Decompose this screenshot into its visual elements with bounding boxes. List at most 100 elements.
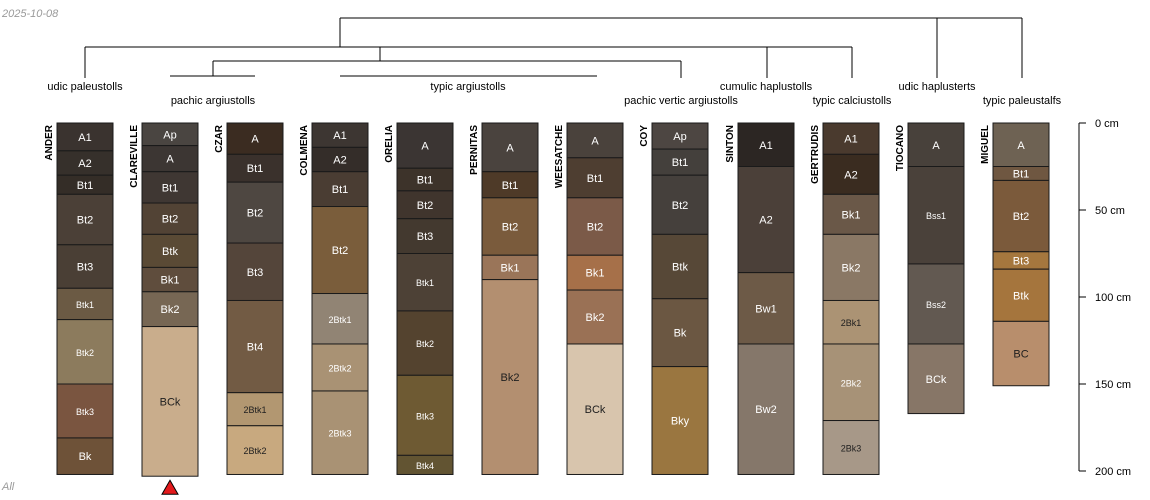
horizon-bt1 (481, 171, 539, 199)
horizon-label: Bt2 (332, 245, 349, 257)
horizon-label: Bk1 (161, 275, 180, 287)
horizon-a (566, 122, 624, 159)
horizon-label: Bt1 (502, 180, 519, 192)
horizon-label: A (421, 141, 429, 153)
horizon-a (141, 145, 199, 173)
horizon-label: Btk (672, 262, 688, 274)
horizon-label: Ap (673, 131, 686, 143)
axis-tick-label: 150 cm (1095, 379, 1131, 391)
horizon-label: BC (1013, 349, 1028, 361)
horizon-bt2 (56, 193, 114, 246)
profile-name: ORELIA (384, 125, 395, 163)
horizon-bt2 (481, 197, 539, 256)
profile-name: CLAREVILLE (129, 125, 140, 188)
horizon-label: Bt1 (417, 175, 434, 187)
horizon-label: Btk4 (416, 461, 434, 471)
horizon-label: 2Bk2 (841, 378, 862, 388)
horizon-label: 2Btk1 (328, 315, 351, 325)
profile-weesatche: A Bt1 Bt2 Bk1 Bk2 BCk WEESATCHE (554, 122, 624, 475)
horizon-label: Bk2 (842, 262, 861, 274)
axis-tick-label: 100 cm (1095, 292, 1131, 304)
horizon-label: Bt1 (162, 182, 179, 194)
horizon-label: Bt2 (672, 200, 689, 212)
profile-clareville: Ap A Bt1 Bt2 Btk Bk1 Bk2 BCk CLAREVILLE (129, 122, 199, 477)
horizon-label: A2 (759, 215, 772, 227)
horizon-btk1 (56, 287, 114, 321)
horizon-a (992, 122, 1050, 167)
horizon-bk2 (481, 279, 539, 475)
horizon-a2 (822, 153, 880, 195)
horizon-label: Bt3 (417, 231, 434, 243)
corner-tag: All (2, 481, 15, 493)
horizon-label: Bk (79, 451, 92, 463)
horizon-label: A1 (844, 134, 857, 146)
horizon-label: Bk2 (586, 312, 605, 324)
horizon-a (226, 122, 284, 155)
horizon-label: Bt4 (247, 342, 264, 354)
horizon-label: Bt1 (77, 180, 94, 192)
horizon-label: A2 (333, 155, 346, 167)
horizon-2bk1 (822, 299, 880, 345)
horizon-bck (566, 343, 624, 475)
taxon-label-udic-paleustolls: udic paleustolls (47, 81, 123, 93)
profile-name: PERNITAS (469, 125, 480, 175)
horizon-a1 (737, 122, 795, 167)
horizon-bt1 (311, 171, 369, 208)
horizon-bk1 (141, 266, 199, 293)
horizon-label: Bky (671, 416, 690, 428)
horizon-label: Bk1 (842, 209, 861, 221)
horizon-bck (141, 326, 199, 477)
horizon-ap (651, 122, 709, 150)
horizon-btk (992, 268, 1050, 322)
profile-tiocano: A Bss1 Bss2 BCk TIOCANO (895, 122, 965, 415)
horizon-bt2 (226, 181, 284, 244)
horizon-label: 2Btk1 (243, 405, 266, 415)
horizon-label: Btk (162, 246, 178, 258)
horizon-label: Btk (1013, 290, 1029, 302)
horizon-label: Btk3 (416, 411, 434, 421)
horizon-bt2 (566, 197, 624, 256)
horizon-btk4 (396, 454, 454, 475)
horizon-label: Bt3 (247, 267, 264, 279)
horizon-label: 2Bk1 (841, 318, 862, 328)
horizon-label: Bt1 (587, 173, 604, 185)
horizon-label: Btk2 (416, 339, 434, 349)
horizon-bk1 (566, 254, 624, 291)
horizon-label: BCk (160, 396, 181, 408)
profile-ander: A1 A2 Bt1 Bt2 Bt3 Btk1 Btk2 Btk3 Bk ANDER (44, 122, 114, 475)
horizon-label: Bt1 (1013, 168, 1030, 180)
markers (161, 479, 179, 495)
horizon-bt2 (992, 179, 1050, 253)
taxon-label-typic-calciustolls: typic calciustolls (813, 95, 892, 107)
horizon-label: Bt2 (247, 208, 264, 220)
taxon-label-pachic-vertic-argiustolls: pachic vertic argiustolls (624, 95, 738, 107)
horizon-a2 (56, 150, 114, 176)
date-label: 2025-10-08 (2, 8, 59, 20)
horizon-2btk3 (311, 390, 369, 475)
horizon-label: Btk3 (76, 407, 94, 417)
horizon-bk2 (822, 233, 880, 301)
horizon-btk (651, 233, 709, 300)
horizon-btk (141, 233, 199, 268)
profile-name: CZAR (214, 124, 225, 153)
horizon-label: 2Btk2 (328, 363, 351, 373)
horizon-label: Bt1 (672, 157, 689, 169)
horizon-label: Bt2 (77, 215, 94, 227)
horizon-label: A1 (759, 140, 772, 152)
profile-name: SINTON (725, 125, 736, 163)
axis-tick-label: 50 cm (1095, 205, 1125, 217)
profile-name: ANDER (44, 124, 55, 160)
horizon-label: Btk1 (416, 278, 434, 288)
horizon-label: Bw2 (755, 404, 776, 416)
horizon-btk2 (56, 319, 114, 385)
horizon-bk2 (141, 291, 199, 328)
profile-name: GERTRUDIS (810, 125, 821, 184)
profile-colmena: A1 A2 Bt1 Bt2 2Btk1 2Btk2 2Btk3 COLMENA (299, 122, 369, 475)
horizon-label: A (932, 140, 940, 152)
axis-tick-label: 200 cm (1095, 466, 1131, 478)
horizon-bck (907, 343, 965, 415)
horizon-bt2 (396, 190, 454, 220)
horizon-bw2 (737, 343, 795, 475)
